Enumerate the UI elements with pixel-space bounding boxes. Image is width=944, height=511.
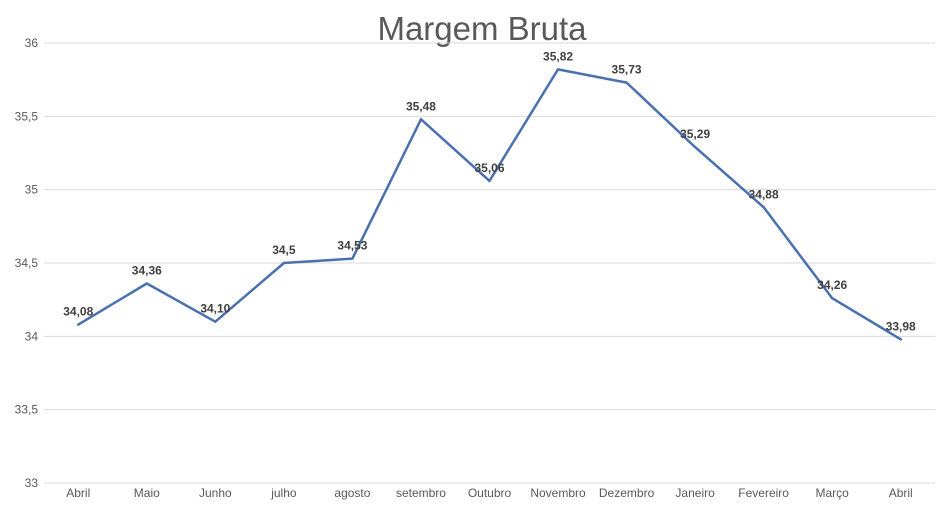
x-tick-label: julho (270, 486, 297, 500)
data-point (145, 282, 149, 285)
x-tick-label: Março (816, 486, 850, 500)
data-point (830, 297, 834, 300)
chart-title: Margem Bruta (377, 10, 587, 47)
data-point (419, 118, 423, 121)
data-point (693, 145, 697, 149)
series-line-group (77, 68, 902, 341)
data-label: 34,88 (749, 187, 779, 201)
data-point (488, 179, 491, 183)
data-label: 33,98 (886, 319, 916, 333)
data-point (625, 81, 628, 84)
x-tick-label: Outubro (468, 486, 512, 500)
y-tick-label: 33 (25, 476, 39, 490)
data-label: 35,06 (474, 161, 504, 175)
x-tick-label: Maio (134, 486, 160, 500)
data-label: 34,10 (200, 302, 230, 316)
x-tick-label: agosto (334, 486, 370, 500)
x-tick-label: Junho (199, 486, 232, 500)
data-label: 35,82 (543, 49, 573, 63)
data-point (282, 261, 286, 265)
data-point (214, 320, 217, 323)
y-tick-label: 35,5 (15, 109, 39, 123)
data-label: 34,5 (272, 243, 296, 257)
y-tick-label: 33,5 (15, 403, 39, 417)
x-tick-label: Dezembro (599, 486, 655, 500)
x-tick-label: Janeiro (675, 486, 715, 500)
data-label: 35,73 (612, 63, 642, 77)
data-label: 34,53 (337, 239, 367, 253)
y-tick-label: 34,5 (15, 256, 39, 270)
series-line (77, 68, 902, 341)
data-points (77, 68, 902, 341)
data-point (351, 257, 354, 260)
x-axis-tick-labels: Abril Maio Junho julho agosto setembro Outubro… (66, 486, 912, 500)
data-label: 35,48 (406, 99, 436, 113)
x-tick-label: Abril (66, 486, 90, 500)
data-point (77, 323, 80, 326)
data-label: 34,36 (132, 264, 162, 278)
gridlines (44, 42, 935, 484)
data-point (899, 338, 902, 341)
x-tick-label: Novembro (530, 486, 586, 500)
data-label: 34,08 (63, 305, 93, 319)
y-tick-label: 36 (25, 36, 39, 50)
data-point (556, 68, 560, 71)
data-point (762, 206, 765, 209)
x-tick-label: Fevereiro (738, 486, 789, 500)
data-labels: 34,08 34,36 34,10 34,5 34,53 35,48 35,06 35,82 3… (63, 49, 916, 333)
data-label: 35,29 (680, 127, 710, 141)
x-tick-label: Abril (889, 486, 913, 500)
y-axis-tick-labels: 33 33,5 34 34,5 35 35,5 36 (15, 36, 39, 490)
x-tick-label: setembro (396, 486, 446, 500)
y-tick-label: 35 (25, 183, 39, 197)
y-tick-label: 34 (25, 329, 39, 343)
data-label: 34,26 (817, 278, 847, 292)
